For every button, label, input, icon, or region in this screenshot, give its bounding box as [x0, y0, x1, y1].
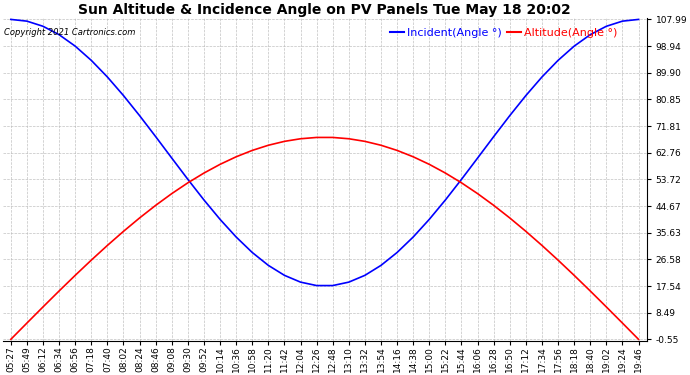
Legend: Incident(Angle °), Altitude(Angle °): Incident(Angle °), Altitude(Angle °): [386, 24, 622, 42]
Title: Sun Altitude & Incidence Angle on PV Panels Tue May 18 20:02: Sun Altitude & Incidence Angle on PV Pan…: [78, 3, 571, 17]
Text: Copyright 2021 Cartronics.com: Copyright 2021 Cartronics.com: [4, 28, 135, 37]
